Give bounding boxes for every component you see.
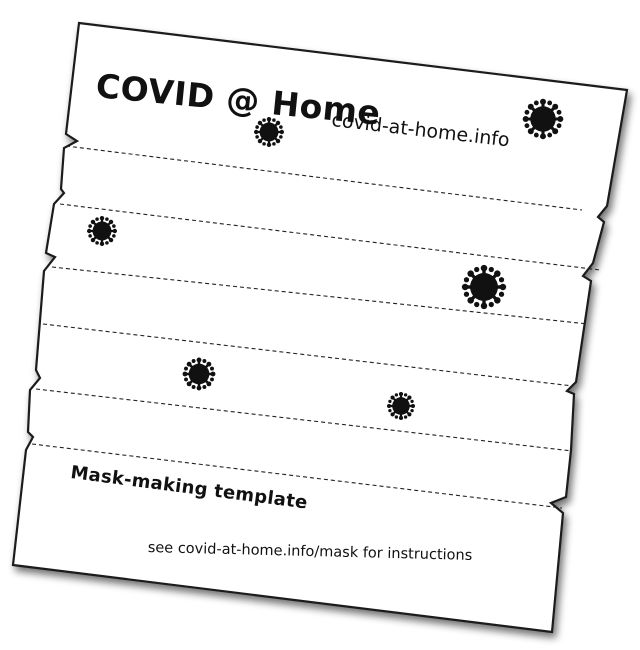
fold-line xyxy=(42,323,574,387)
fold-line xyxy=(65,145,583,211)
virus-icon xyxy=(460,263,508,311)
virus-icon xyxy=(85,214,119,248)
fold-line xyxy=(35,388,573,452)
sheet-outline xyxy=(11,21,629,634)
virus-icon xyxy=(385,390,417,422)
virus-icon xyxy=(181,356,217,392)
fold-line xyxy=(51,266,589,325)
virus-icon xyxy=(521,97,565,141)
fold-line xyxy=(31,443,563,509)
